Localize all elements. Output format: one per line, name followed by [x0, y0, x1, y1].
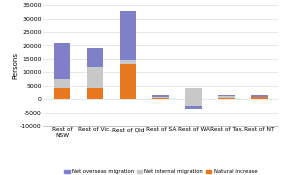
- Bar: [251, 95, 268, 97]
- Bar: [185, 88, 202, 99]
- Bar: [251, 96, 268, 97]
- Bar: [54, 88, 70, 99]
- Bar: [87, 48, 103, 67]
- Bar: [185, 106, 202, 108]
- Bar: [152, 95, 169, 97]
- Bar: [54, 43, 70, 79]
- Bar: [218, 95, 235, 96]
- Bar: [185, 88, 202, 108]
- Bar: [120, 60, 136, 64]
- Bar: [54, 79, 70, 88]
- Bar: [87, 88, 103, 99]
- Bar: [218, 98, 235, 99]
- Y-axis label: Persons: Persons: [13, 52, 19, 79]
- Bar: [87, 67, 103, 88]
- Bar: [251, 96, 268, 99]
- Bar: [218, 96, 235, 98]
- Bar: [120, 11, 136, 60]
- Bar: [152, 97, 169, 98]
- Legend: Net overseas migration, Net internal migration, Natural increase: Net overseas migration, Net internal mig…: [62, 167, 259, 175]
- Bar: [120, 64, 136, 99]
- Bar: [152, 98, 169, 99]
